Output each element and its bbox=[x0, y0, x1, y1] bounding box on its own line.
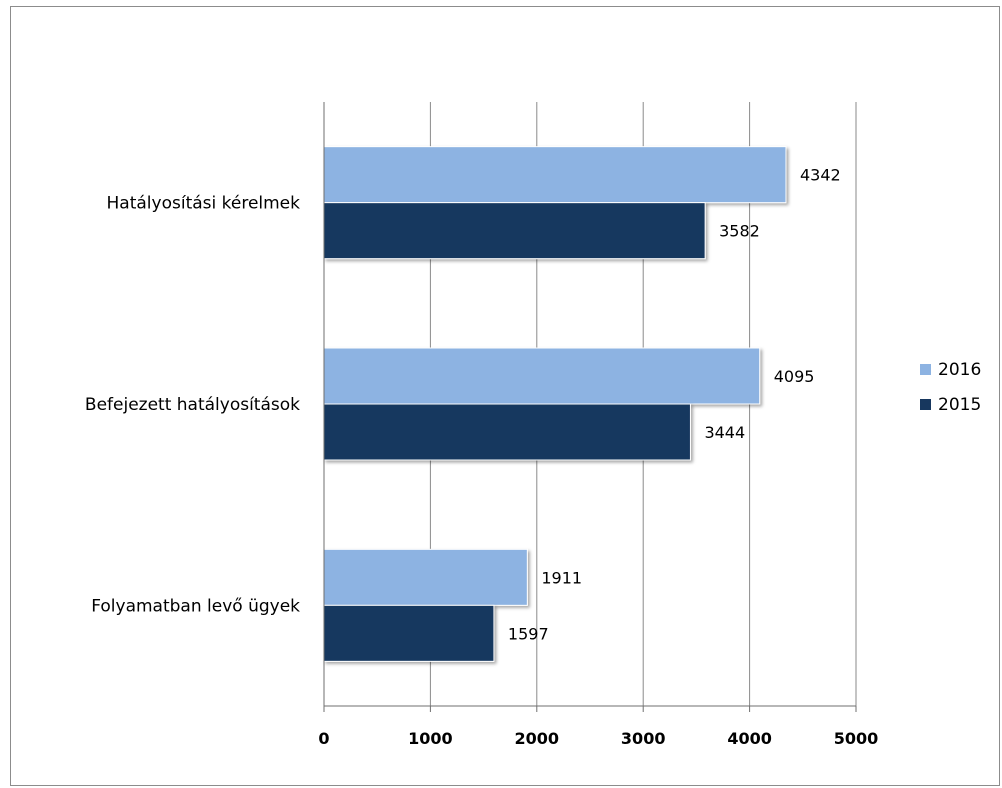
legend: 2016 2015 bbox=[920, 360, 981, 415]
data-label-2015-2: 3444 bbox=[704, 423, 745, 442]
x-tick-label: 4000 bbox=[727, 729, 772, 748]
x-tick-label: 3000 bbox=[621, 729, 666, 748]
legend-swatch-2016 bbox=[920, 364, 931, 375]
legend-label-2015: 2015 bbox=[938, 395, 981, 415]
data-label-2016-1: 4342 bbox=[800, 166, 841, 185]
bar-2015-3 bbox=[323, 604, 495, 662]
x-tick-label: 2000 bbox=[515, 729, 560, 748]
bar-2016-3 bbox=[323, 548, 528, 606]
data-labels: 4342 3582 4095 3444 1911 1597 bbox=[508, 166, 841, 644]
data-label-2015-1: 3582 bbox=[719, 222, 760, 241]
category-label-1: Hatályosítási kérelmek bbox=[107, 194, 301, 214]
category-label-2: Befejezett hatályosítások bbox=[85, 395, 300, 415]
data-label-2015-3: 1597 bbox=[508, 624, 549, 643]
legend-label-2016: 2016 bbox=[938, 360, 981, 380]
data-label-2016-3: 1911 bbox=[541, 568, 582, 587]
legend-swatch-2015 bbox=[920, 399, 931, 410]
data-label-2016-2: 4095 bbox=[774, 367, 815, 386]
bar-2016-1 bbox=[323, 146, 787, 204]
x-tick-label: 5000 bbox=[834, 729, 879, 748]
x-tick-label: 0 bbox=[318, 729, 329, 748]
x-tick-label: 1000 bbox=[408, 729, 453, 748]
category-label-3: Folyamatban levő ügyek bbox=[91, 596, 300, 616]
axes: Hatályosítási kérelmek Befejezett hatályo… bbox=[85, 102, 878, 748]
bar-2015-1 bbox=[323, 202, 706, 260]
bar-2016-2 bbox=[323, 347, 761, 405]
bar-2015-2 bbox=[323, 403, 691, 461]
